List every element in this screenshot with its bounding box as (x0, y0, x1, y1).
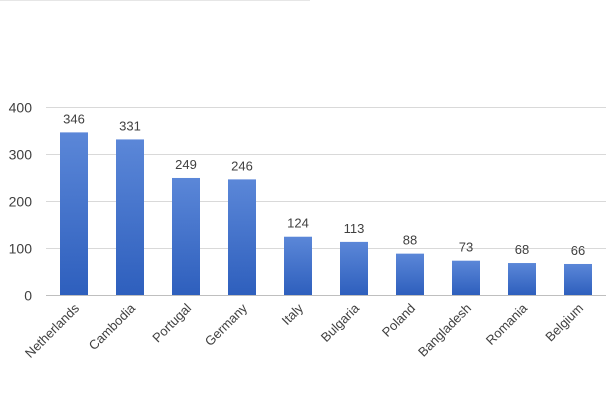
category-label: Poland (379, 301, 418, 340)
bar (172, 177, 200, 295)
data-label: 246 (231, 158, 253, 173)
category-label: Germany (202, 300, 251, 349)
x-axis-category-labels: Netherlands Cambodia Portugal Germany Italy B… (22, 300, 586, 361)
category-label: Netherlands (22, 300, 83, 361)
bar (508, 263, 536, 295)
y-tick-label: 100 (9, 241, 33, 257)
bar (452, 260, 480, 295)
category-label: Bulgaria (318, 300, 363, 345)
category-label: Romania (483, 300, 531, 348)
bar (60, 132, 88, 295)
category-label: Italy (279, 300, 307, 328)
category-label: Cambodia (86, 300, 139, 353)
bar (340, 241, 368, 295)
bar (396, 253, 424, 295)
y-tick-label: 200 (9, 194, 33, 210)
data-label: 249 (175, 157, 197, 172)
bar (116, 139, 144, 295)
data-label: 66 (571, 243, 585, 258)
data-label: 73 (459, 240, 473, 255)
category-label: Belgium (542, 301, 586, 345)
category-label: Portugal (149, 300, 194, 345)
category-label: Bangladesh (415, 301, 474, 360)
data-label: 124 (287, 216, 309, 231)
bars (60, 132, 592, 295)
y-axis-tick-labels: 0 100 200 300 400 (9, 100, 33, 304)
y-tick-label: 400 (9, 100, 33, 116)
bar (228, 179, 256, 295)
data-label: 346 (63, 111, 85, 126)
data-label: 113 (344, 221, 365, 236)
bar (284, 236, 312, 295)
data-label: 331 (119, 118, 141, 133)
data-labels: 346 331 249 246 124 113 88 73 68 66 (63, 111, 585, 258)
y-tick-label: 0 (24, 288, 32, 304)
data-label: 68 (515, 242, 529, 257)
data-label: 88 (403, 233, 417, 248)
bar (564, 263, 592, 295)
y-tick-label: 300 (9, 147, 33, 163)
